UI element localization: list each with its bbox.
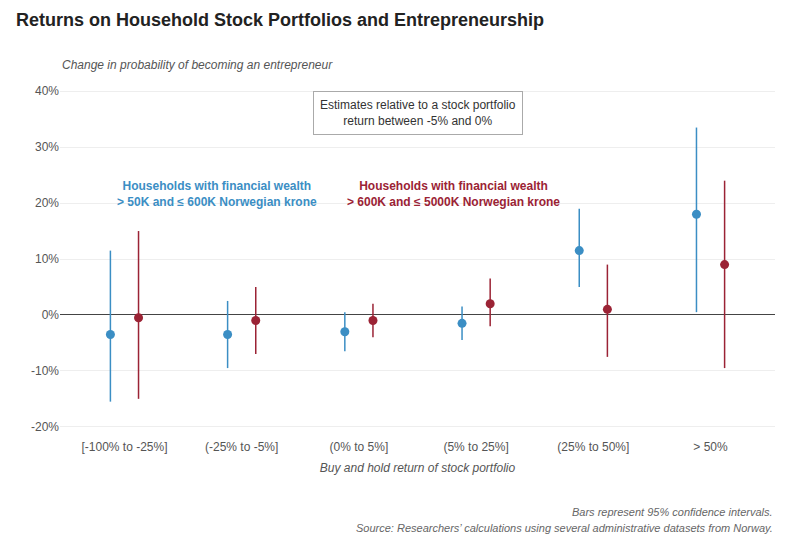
svg-text:(25% to 50%]: (25% to 50%] <box>557 440 629 454</box>
svg-text:(5% to 25%]: (5% to 25%] <box>443 440 508 454</box>
svg-text:30%: 30% <box>35 140 59 154</box>
svg-text:-10%: -10% <box>31 364 59 378</box>
svg-text:Bars represent 95% confidence: Bars represent 95% confidence intervals. <box>572 506 773 518</box>
svg-text:Estimates relative to a stock: Estimates relative to a stock portfolior… <box>320 98 516 128</box>
svg-text:40%: 40% <box>35 84 59 98</box>
svg-text:10%: 10% <box>35 252 59 266</box>
svg-text:(-25% to -5%]: (-25% to -5%] <box>205 440 278 454</box>
svg-text:[-100% to -25%]: [-100% to -25%] <box>81 440 167 454</box>
svg-text:Source: Researchers’ calculati: Source: Researchers’ calculations using … <box>356 522 773 534</box>
svg-text:Households with financial weal: Households with financial wealth> 600K a… <box>347 179 560 209</box>
svg-text:20%: 20% <box>35 196 59 210</box>
svg-text:(0% to 5%]: (0% to 5%] <box>330 440 389 454</box>
svg-text:0%: 0% <box>42 308 60 322</box>
svg-text:-20%: -20% <box>31 420 59 434</box>
svg-text:Households with financial weal: Households with financial wealth> 50K an… <box>117 179 317 209</box>
svg-text:Change in probability of becom: Change in probability of becoming an ent… <box>62 58 333 72</box>
svg-text:Buy and hold return of stock p: Buy and hold return of stock portfolio <box>320 461 516 475</box>
svg-text:> 50%: > 50% <box>693 440 728 454</box>
svg-text:Returns on Household Stock Por: Returns on Household Stock Portfolios an… <box>16 10 544 30</box>
